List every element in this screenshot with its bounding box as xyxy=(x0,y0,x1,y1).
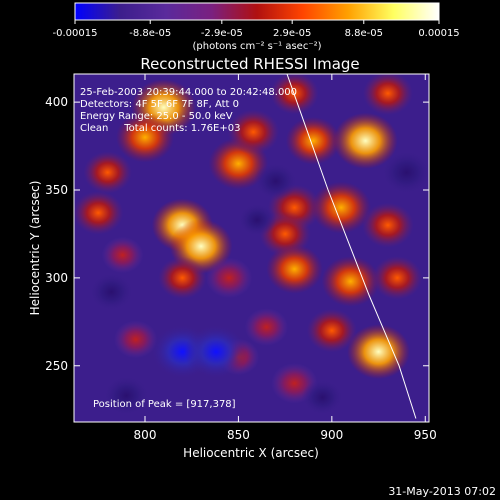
colorbar-unit-label: (photons cm⁻² s⁻¹ asec⁻²) xyxy=(192,41,321,52)
heatmap-blob xyxy=(347,324,410,379)
annotation-energy-range: Energy Range: 25.0 - 50.0 keV xyxy=(80,111,233,122)
x-tick-label: 850 xyxy=(227,428,250,442)
annotation-time-range: 25-Feb-2003 20:39:44.000 to 20:42:48.000 xyxy=(80,87,297,98)
heatmap-blob xyxy=(321,256,380,307)
y-tick-label: 250 xyxy=(45,359,68,373)
peak-position-label: Position of Peak = [917,378] xyxy=(93,399,236,410)
heatmap-blob xyxy=(333,112,398,169)
y-axis-label: Heliocentric Y (arcsec) xyxy=(28,181,42,316)
heatmap-blob xyxy=(116,112,174,163)
x-tick-label: 950 xyxy=(414,428,437,442)
chart-title: Reconstructed RHESSI Image xyxy=(140,55,359,73)
colorbar-tick-label: 8.8e-05 xyxy=(345,28,383,39)
heatmap-blob xyxy=(101,236,144,274)
heatmap-blob xyxy=(301,379,344,416)
heatmap-blob xyxy=(88,272,134,312)
heatmap-blob xyxy=(285,116,341,165)
heatmap-blob xyxy=(372,256,423,300)
heatmap-blob xyxy=(362,74,413,116)
footer-timestamp: 31-May-2013 07:02 xyxy=(388,485,496,498)
annotation-clean-counts: Clean Total counts: 1.76E+03 xyxy=(80,123,240,134)
heatmap-blob xyxy=(311,181,371,234)
heatmap-blob xyxy=(380,150,429,195)
solar-limb-curve xyxy=(286,74,417,419)
colorbar-tick-label: -0.00015 xyxy=(53,28,98,39)
heatmap-blob xyxy=(113,320,158,359)
heatmap-blob xyxy=(306,308,357,353)
heatmap-blob xyxy=(237,203,277,237)
heatmap-blob xyxy=(244,308,289,346)
colorbar-tick-label: 0.00015 xyxy=(418,28,459,39)
y-tick-label: 400 xyxy=(45,95,68,109)
annotation-detectors: Detectors: 4F 5F 6F 7F 8F, Att 0 xyxy=(80,99,239,110)
axes-ticks: 800 850 900 950 250 300 350 400 xyxy=(45,74,437,442)
heatmap-blob xyxy=(254,162,298,201)
heatmap-blob xyxy=(205,257,253,299)
heatmap-blob xyxy=(184,324,248,379)
plot-frame xyxy=(73,73,430,423)
heatmap-blob xyxy=(158,256,207,299)
x-tick-label: 800 xyxy=(134,428,157,442)
heatmap-image xyxy=(74,74,429,416)
y-tick-label: 300 xyxy=(45,271,68,285)
heatmap-blob xyxy=(227,109,280,155)
colorbar xyxy=(74,2,440,21)
colorbar-ticks: -0.00015 -8.8e-05 -2.9e-05 2.9e-05 8.8e-05 0.… xyxy=(53,20,460,39)
heatmap-blob xyxy=(362,202,414,248)
heatmap-blob xyxy=(83,151,132,194)
x-tick-label: 900 xyxy=(320,428,343,442)
colorbar-tick-label: -8.8e-05 xyxy=(129,28,171,39)
colorbar-tick-label: -2.9e-05 xyxy=(201,28,243,39)
heatmap-blob xyxy=(74,191,124,235)
colorbar-tick-label: 2.9e-05 xyxy=(273,28,311,39)
heatmap-blob xyxy=(266,244,323,294)
heatmap-blob xyxy=(102,375,150,416)
y-tick-label: 350 xyxy=(45,183,68,197)
x-axis-label: Heliocentric X (arcsec) xyxy=(183,446,319,460)
